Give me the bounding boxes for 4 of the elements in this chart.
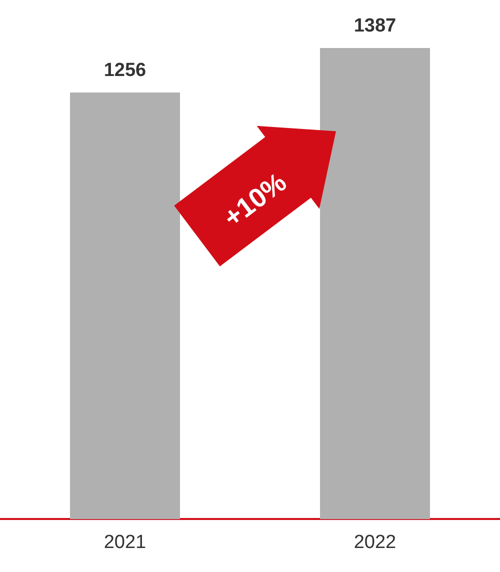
x-tick-label: 2021	[104, 532, 146, 553]
data-label: 1256	[104, 60, 146, 82]
data-label: 1387	[354, 16, 396, 37]
x-tick-label: 2022	[354, 532, 396, 553]
